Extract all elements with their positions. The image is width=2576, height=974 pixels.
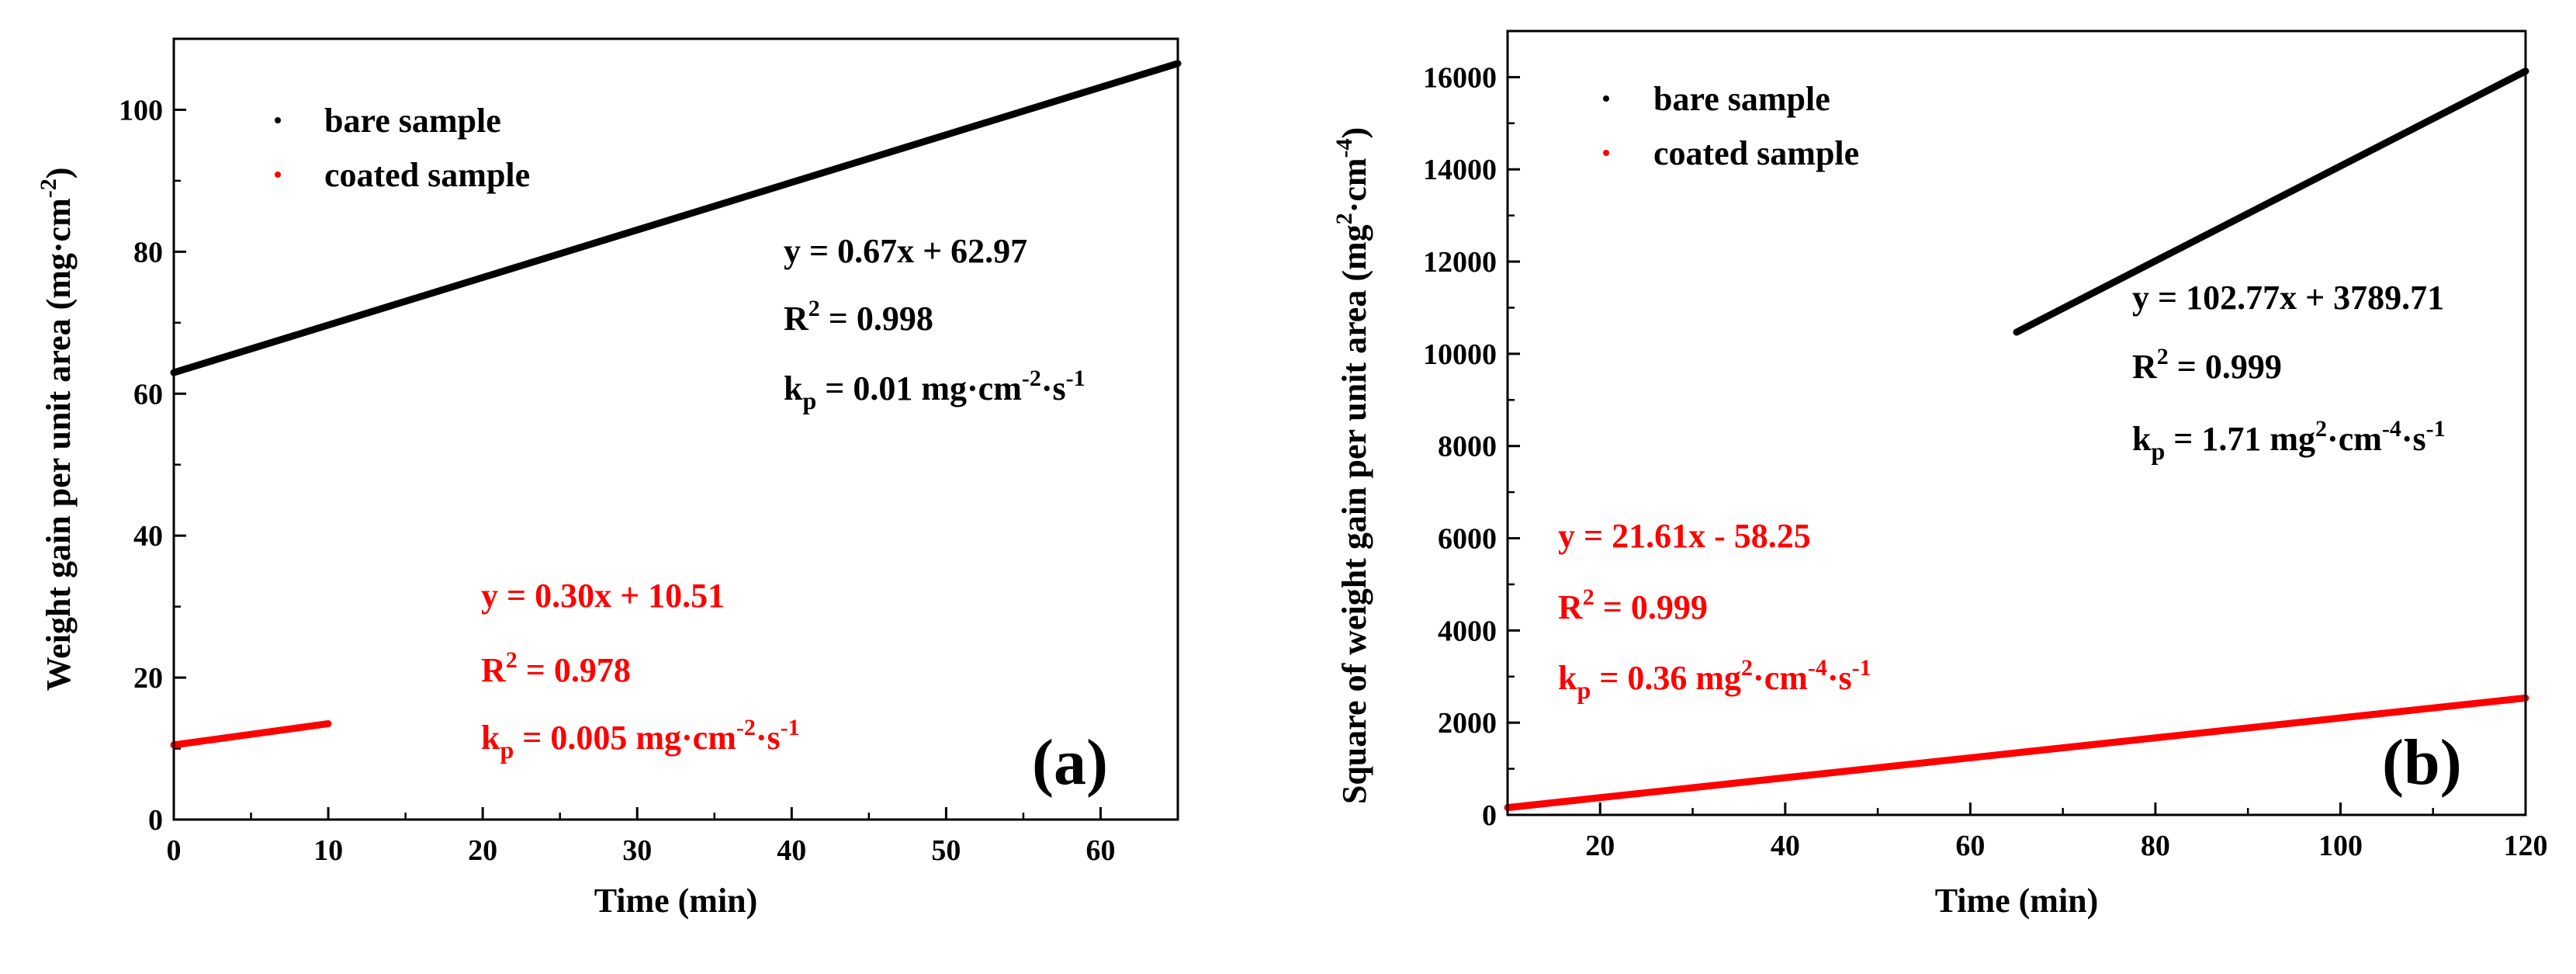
- panel-b-legend-coated-label: coated sample: [1653, 134, 1859, 172]
- panel-a-coated-fit-annotation: y = 0.30x + 10.51 R2 = 0.978 kp = 0.005 …: [481, 577, 800, 764]
- panel-b-legend-bare-marker: [1603, 95, 1609, 102]
- panel-a-y-tick-label: 0: [148, 804, 163, 837]
- panel-b-coated-r2: R2 = 0.999: [1558, 584, 1708, 626]
- panel-a-x-axis-label: Time (min): [594, 882, 758, 920]
- panel-b-coated-kp: kp = 0.36 mg2·cm-4·s-1: [1558, 655, 1871, 704]
- panel-a-y-axis-label: Weight gain per unit area (mg·cm-2): [36, 168, 78, 692]
- panel-a-x-tick-label: 20: [468, 834, 497, 867]
- panel-b-y-axis-label: Square of weight gain per unit area (mg2…: [1331, 127, 1373, 804]
- panel-b-x-tick-label: 40: [1771, 830, 1800, 862]
- panel-a-series: [170, 60, 1182, 749]
- panel-b-coated-fit-annotation: y = 21.61x - 58.25 R2 = 0.999 kp = 0.36 …: [1558, 517, 1871, 704]
- panel-a-bare-r2: R2 = 0.998: [784, 296, 933, 338]
- panel-b-plot-frame: [1506, 29, 2527, 816]
- panel-a-y-tick-label: 40: [133, 520, 163, 553]
- panel-b-y-tick-label: 6000: [1438, 523, 1497, 556]
- panel-b-legend: bare sample coated sample: [1603, 80, 1859, 172]
- panel-a-bare-equation: y = 0.67x + 62.97: [784, 232, 1027, 270]
- panel-a-x-tick-label: 40: [777, 834, 806, 867]
- panel-b-tick-labels: 20 40 60 80 100 120 0 2000 4000 6000 8000 10000 1200…: [1423, 61, 2548, 862]
- panel-b-y-tick-label: 10000: [1423, 338, 1497, 371]
- panel-a-legend: bare sample coated sample: [275, 102, 530, 194]
- panel-b-bare-equation: y = 102.77x + 3789.71: [2132, 279, 2444, 317]
- panel-a-legend-bare-marker: [275, 117, 281, 123]
- panel-a-tick-labels: 0 10 20 30 40 50 60 0 20 40 60 80 100: [119, 94, 1115, 867]
- panel-b-series-coated: [1504, 694, 2529, 812]
- panel-a-y-tick-label: 80: [133, 236, 163, 269]
- panel-a-series-coated: [170, 719, 332, 749]
- panel-a-bare-kp: kp = 0.01 mg·cm-2·s-1: [784, 366, 1085, 414]
- panel-a: 0 10 20 30 40 50 60 0 20 40 60 80 100 Time (min) Wei…: [36, 37, 1182, 920]
- panel-a-x-tick-label: 60: [1085, 834, 1115, 867]
- panel-b-coated-equation: y = 21.61x - 58.25: [1558, 517, 1811, 555]
- panel-b-x-tick-label: 100: [2318, 830, 2363, 862]
- panel-a-series-bare: [170, 60, 1182, 376]
- panel-b-y-tick-label: 8000: [1438, 431, 1497, 463]
- panel-b-y-tick-label: 12000: [1423, 246, 1497, 279]
- panel-a-x-tick-label: 10: [313, 834, 343, 867]
- panel-b-y-tick-label: 0: [1482, 799, 1497, 832]
- panel-a-legend-coated-label: coated sample: [324, 156, 530, 194]
- panel-a-y-tick-label: 20: [133, 662, 163, 695]
- panel-b-legend-coated-marker: [1603, 150, 1609, 156]
- panel-a-legend-coated-marker: [275, 172, 281, 178]
- panel-b-bare-fit-annotation: y = 102.77x + 3789.71 R2 = 0.999 kp = 1.…: [2132, 279, 2446, 465]
- panel-a-coated-r2: R2 = 0.978: [481, 647, 631, 689]
- panel-a-coated-equation: y = 0.30x + 10.51: [481, 577, 725, 615]
- panel-a-bare-fit-annotation: y = 0.67x + 62.97 R2 = 0.998 kp = 0.01 m…: [784, 232, 1085, 414]
- panel-b-bare-r2: R2 = 0.999: [2132, 344, 2282, 386]
- panel-b-series: [1504, 68, 2529, 812]
- panel-b-legend-bare-label: bare sample: [1653, 80, 1830, 118]
- panel-b: 20 40 60 80 100 120 0 2000 4000 6000 8000 10000 1200…: [1331, 29, 2548, 920]
- panel-b-y-tick-label: 4000: [1438, 615, 1497, 647]
- panel-a-coated-kp: kp = 0.005 mg·cm-2·s-1: [481, 715, 800, 764]
- panel-b-bare-kp: kp = 1.71 mg2·cm-4·s-1: [2132, 416, 2446, 465]
- panel-b-x-axis-label: Time (min): [1935, 882, 2099, 920]
- panel-b-x-tick-label: 80: [2141, 830, 2170, 862]
- panel-a-x-tick-label: 50: [931, 834, 961, 867]
- panel-b-x-tick-label: 20: [1585, 830, 1615, 862]
- panel-b-x-tick-label: 60: [1955, 830, 1985, 862]
- panel-b-label: (b): [2382, 726, 2462, 799]
- panel-a-y-tick-label: 60: [133, 378, 163, 411]
- panel-a-x-tick-label: 30: [622, 834, 652, 867]
- panel-a-label: (a): [1032, 726, 1108, 799]
- panel-a-plot-frame: [172, 37, 1179, 821]
- panel-b-x-tick-label: 120: [2504, 830, 2548, 862]
- panel-b-series-bare: [2013, 68, 2529, 336]
- panel-a-y-tick-label: 100: [119, 94, 163, 127]
- panel-a-legend-bare-label: bare sample: [324, 102, 501, 140]
- panel-b-y-tick-label: 14000: [1423, 154, 1497, 186]
- panel-a-x-tick-label: 0: [167, 834, 182, 867]
- panel-b-y-tick-label: 2000: [1438, 707, 1497, 740]
- panel-b-y-tick-label: 16000: [1423, 61, 1497, 94]
